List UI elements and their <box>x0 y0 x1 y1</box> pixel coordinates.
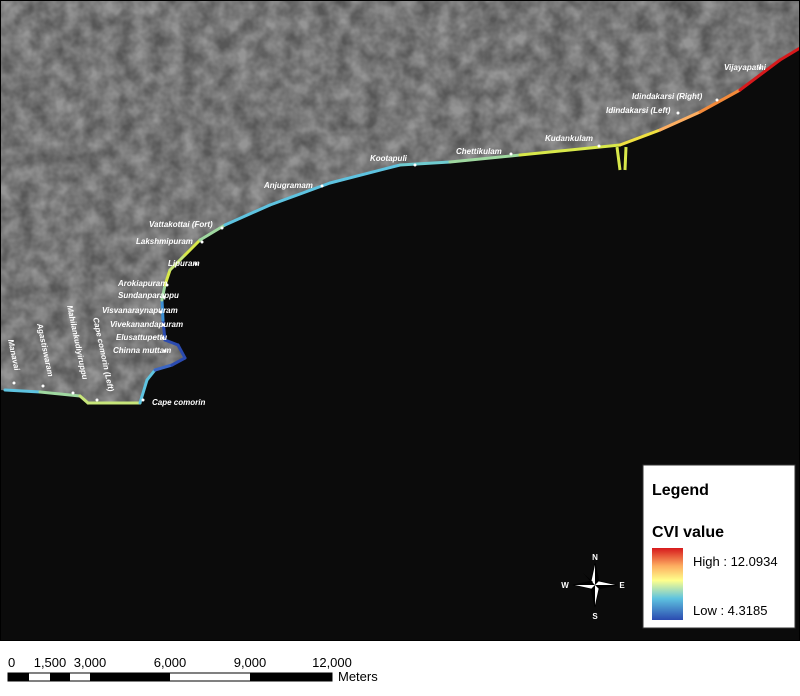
scale-segment <box>250 673 332 681</box>
scale-tick-label: 0 <box>8 655 15 670</box>
place-dot <box>141 398 145 402</box>
coast-segment <box>163 338 180 347</box>
coast-segment <box>160 283 167 302</box>
legend-high: High : 12.0934 <box>693 554 778 569</box>
place-dot <box>220 226 224 230</box>
jetty <box>615 146 628 171</box>
place-dot <box>95 398 99 402</box>
place-label: Chettikulam <box>456 147 502 156</box>
place-dot <box>200 240 204 244</box>
place-label: Chinna muttam <box>113 346 171 355</box>
legend-low: Low : 4.3185 <box>693 603 767 618</box>
scale-tick-label: 9,000 <box>234 655 267 670</box>
coast-segment <box>778 46 800 62</box>
place-dot <box>758 66 762 70</box>
coastline <box>3 46 800 405</box>
place-label: Vivekanandapuram <box>110 320 183 329</box>
compass-w: W <box>561 581 569 590</box>
compass-s: S <box>592 612 598 621</box>
place-dot <box>413 163 417 167</box>
legend-ramp <box>652 548 683 620</box>
scale-tick-label: 12,000 <box>312 655 352 670</box>
coast-segment <box>328 163 402 185</box>
compass-e: E <box>619 581 625 590</box>
coast-segment <box>183 238 202 257</box>
coast-segment <box>448 153 522 164</box>
coast-segment <box>658 110 702 132</box>
coast-segment <box>518 145 602 157</box>
coast-segment <box>138 378 149 405</box>
place-label: Vattakottai (Fort) <box>149 220 213 229</box>
coast-segment <box>618 128 662 147</box>
coast-segment <box>168 253 187 272</box>
place-dot <box>71 391 75 395</box>
coast-segment <box>176 343 187 360</box>
scale-unit: Meters <box>338 669 378 684</box>
coast-segment <box>153 363 174 372</box>
coast-segment <box>160 298 165 322</box>
place-label: Vijayapathi <box>724 63 767 72</box>
coast-segment <box>145 368 157 382</box>
place-label: Lipuram <box>168 259 200 268</box>
coast-segment <box>163 268 172 287</box>
scale-segment <box>50 673 70 681</box>
coast-segment <box>78 394 90 405</box>
coast-segment <box>3 388 42 394</box>
legend-title: Legend <box>652 482 709 499</box>
place-label: Visvanaraynapuram <box>102 306 178 315</box>
scale-segment <box>90 673 170 681</box>
place-dot <box>715 98 719 102</box>
coast-segment <box>38 390 82 398</box>
place-dot <box>161 336 165 340</box>
scale-tick-label: 1,500 <box>34 655 67 670</box>
place-label: Elusattupettu <box>116 333 167 342</box>
place-dot <box>676 111 680 115</box>
scale-bar: 0 1,500 3,000 6,000 9,000 12,000 <box>7 655 352 682</box>
place-dot <box>165 283 169 287</box>
place-dot <box>509 152 513 156</box>
scale-segment <box>8 673 29 681</box>
place-label: Idindakarsi (Left) <box>606 106 671 115</box>
coast-segment <box>170 356 187 367</box>
coast-segment <box>268 181 332 207</box>
coast-segment <box>161 318 167 342</box>
coast-segment <box>223 203 272 227</box>
coast-segment <box>698 88 742 114</box>
coast-segment <box>738 58 782 92</box>
place-dot <box>161 323 165 327</box>
scale-tick-label: 3,000 <box>74 655 107 670</box>
place-label: Kudankulam <box>545 134 593 143</box>
place-dot <box>194 262 198 266</box>
scale-tick-label: 6,000 <box>154 655 187 670</box>
place-dot <box>12 381 16 385</box>
place-dot <box>163 349 167 353</box>
place-label: Sundanparappu <box>118 291 179 300</box>
place-dot <box>320 184 324 188</box>
place-label: Idindakarsi (Right) <box>632 92 703 101</box>
place-label: Cape comorin <box>152 398 205 407</box>
place-dot <box>159 310 163 314</box>
place-dot <box>41 384 45 388</box>
compass <box>572 562 618 608</box>
place-dot <box>597 144 601 148</box>
coast-segment <box>398 160 452 167</box>
place-label: Anjugramam <box>263 181 313 190</box>
place-label: Kootapuli <box>370 154 408 163</box>
coast-segment <box>598 143 622 149</box>
place-label: Lakshmipuram <box>136 237 193 246</box>
place-label: Arokiapuram <box>117 279 167 288</box>
compass-n: N <box>592 553 598 562</box>
legend-field: CVI value <box>652 524 724 541</box>
place-dot <box>162 295 166 299</box>
